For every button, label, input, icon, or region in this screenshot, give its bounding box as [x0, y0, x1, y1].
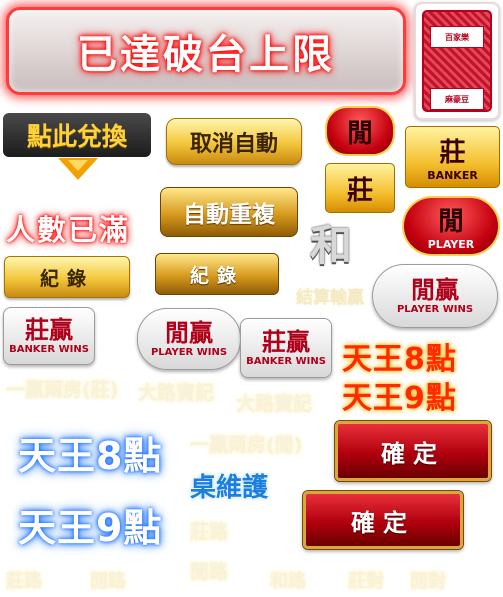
confirm-button[interactable]: 確定 [335, 421, 491, 481]
banker-en-label: BANKER [427, 169, 478, 182]
player-bet-button[interactable]: 閒 PLAYER [402, 196, 500, 256]
player-wins-en: PLAYER WINS [150, 346, 228, 358]
natural-8-glow-text: 天王8點 [18, 434, 163, 478]
exchange-button[interactable]: 點此兌換 [3, 113, 151, 157]
exchange-label: 點此兌換 [26, 122, 127, 151]
natural-9-glow-text: 天王9點 [18, 506, 163, 550]
record-label: 紀錄 [189, 264, 244, 287]
natural-9-text: 天王9點 [342, 381, 457, 416]
confirm-label: 確定 [381, 439, 445, 468]
player-bet-button-small[interactable]: 閒 [325, 106, 395, 156]
faint-label: 莊路 [190, 521, 229, 543]
arrow-down-icon [58, 158, 98, 180]
banker-bet-button[interactable]: 莊 BANKER [405, 126, 500, 188]
faint-label: 一贏兩房(閒) [190, 434, 303, 456]
banker-wins-cn: 莊贏 [25, 314, 73, 344]
natural-8-text: 天王8點 [342, 342, 457, 377]
card-back-image: 百家樂 麻豪豆 [414, 2, 500, 120]
auto-repeat-label: 自動重複 [183, 202, 275, 228]
tie-text: 和 [310, 221, 353, 270]
faint-label: 一贏兩房(莊) [6, 379, 119, 401]
faint-label: 大路寶記 [138, 382, 215, 404]
player-char: 閒 [346, 118, 373, 149]
player-char: 閒 [437, 207, 464, 237]
faint-label: 大路寶記 [236, 393, 313, 415]
auto-repeat-button[interactable]: 自動重複 [160, 187, 298, 237]
card-bottom-label: 麻豪豆 [430, 88, 484, 110]
limit-reached-banner: 已達破台上限 [6, 7, 406, 95]
cancel-auto-label: 取消自動 [189, 131, 278, 157]
cancel-auto-button[interactable]: 取消自動 [166, 118, 302, 165]
faint-label: 莊對 [348, 571, 384, 592]
record-button-dark[interactable]: 紀錄 [155, 253, 279, 295]
banker-wins-cn: 莊贏 [262, 326, 310, 356]
table-maintenance-text: 桌維護 [190, 473, 269, 503]
player-en-label: PLAYER [427, 238, 475, 251]
record-button[interactable]: 紀錄 [4, 256, 130, 298]
player-wins-plate: 閒贏 PLAYER WINS [137, 308, 241, 370]
player-wins-en: PLAYER WINS [396, 303, 474, 315]
record-label: 紀錄 [39, 267, 94, 290]
banker-wins-en: BANKER WINS [9, 343, 89, 355]
banker-char: 莊 [439, 138, 466, 168]
room-full-text: 人數已滿 [6, 213, 131, 247]
banker-wins-plate: 莊贏 BANKER WINS [240, 318, 332, 378]
banker-wins-plate: 莊贏 BANKER WINS [3, 307, 95, 365]
settlement-text: 結算輸贏 [296, 288, 364, 308]
confirm-button[interactable]: 確定 [303, 491, 463, 549]
banker-wins-en: BANKER WINS [246, 355, 326, 367]
confirm-label: 確定 [351, 508, 415, 537]
limit-reached-text: 已達破台上限 [77, 32, 335, 78]
banker-bet-button-small[interactable]: 莊 [325, 163, 395, 213]
player-wins-cn: 閒贏 [411, 274, 459, 304]
banker-char: 莊 [346, 175, 373, 206]
faint-label: 莊路 [6, 571, 42, 592]
faint-label: 閒路 [190, 561, 229, 583]
faint-label: 閒對 [410, 571, 446, 592]
faint-label: 和路 [270, 571, 306, 592]
card-top-label: 百家樂 [430, 26, 484, 48]
faint-label: 閒路 [90, 571, 126, 592]
player-wins-plate: 閒贏 PLAYER WINS [372, 264, 498, 328]
player-wins-cn: 閒贏 [165, 317, 213, 347]
